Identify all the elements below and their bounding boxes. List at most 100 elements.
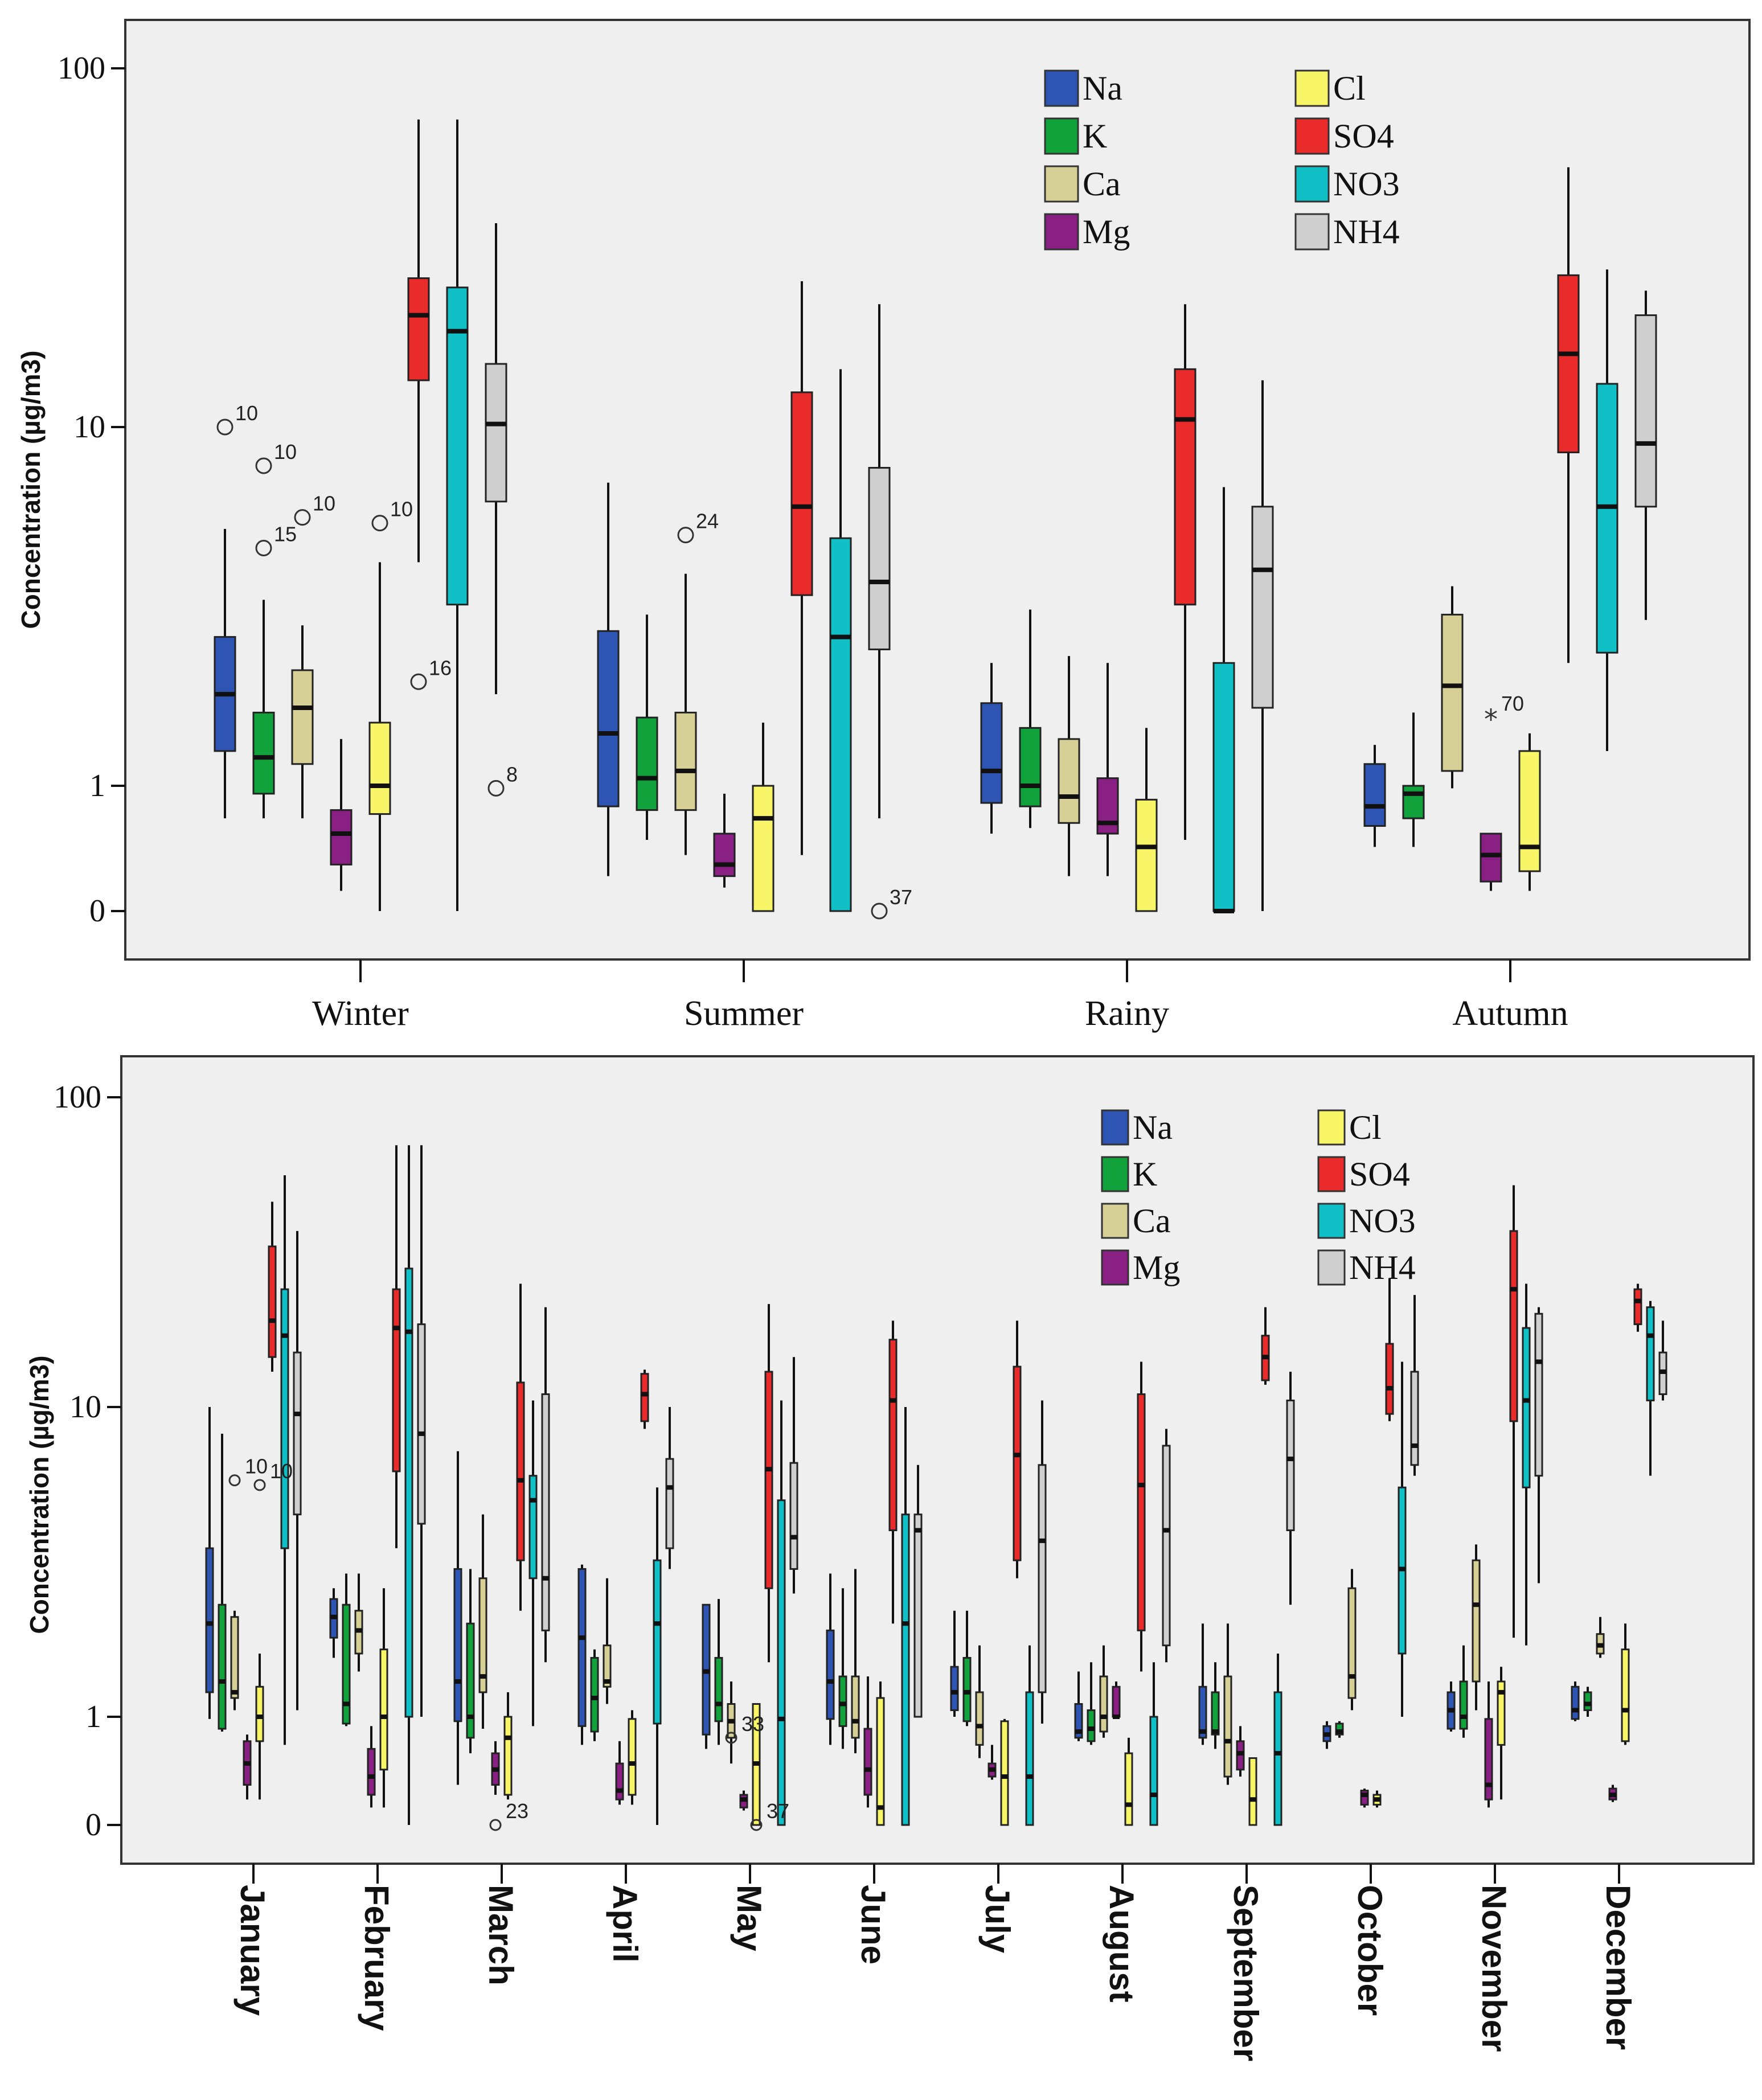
box-iqr [1534,1312,1543,1477]
box-iqr [714,1656,723,1722]
legend-item-na: Na [1044,69,1122,107]
box-so4-summer [790,281,813,855]
outlier-circle [294,509,311,526]
box-iqr [1211,1691,1220,1736]
box-cl-december [1621,1623,1630,1745]
legend-item-nh4: NH4 [1317,1249,1416,1286]
box-iqr [1223,1675,1232,1778]
legend-item-mg: Mg [1101,1249,1180,1286]
legend-label: NH4 [1349,1249,1416,1286]
outlier-circle [487,780,505,797]
box-mg-june [863,1676,872,1808]
box-mg-may [739,1790,748,1811]
legend-item-cl: Cl [1317,1109,1382,1146]
box-k-summer [636,614,658,840]
box-mg-rainy [1096,663,1119,876]
outlier-point: 10 [294,492,335,526]
legend-item-ca: Ca [1101,1202,1171,1240]
legend-item-nh4: NH4 [1294,213,1400,251]
legend-item-no3: NO3 [1294,165,1400,203]
box-so4-june [888,1320,898,1624]
legend-swatch [1317,1156,1346,1192]
x-tick-label: May [730,1885,768,1951]
box-nh4-march [541,1307,550,1663]
legend-label: NO3 [1349,1202,1416,1240]
box-iqr [367,1748,376,1796]
box-iqr [1634,314,1657,508]
box-iqr [485,363,507,503]
outlier-label: 23 [506,1799,528,1823]
box-iqr [1363,763,1386,827]
box-no3-february [404,1145,413,1825]
box-na-summer [597,482,620,876]
box-k-august [1087,1662,1096,1745]
box-k-july [962,1610,972,1726]
box-mg-september [1236,1726,1245,1777]
box-so4-winter [407,119,430,563]
box-iqr [838,1675,847,1727]
box-mg-december [1608,1785,1617,1802]
box-iqr [752,785,775,912]
box-cl-summer [752,723,775,912]
box-iqr [1583,1691,1592,1711]
box-mg-august [1112,1681,1121,1719]
box-iqr [1596,383,1618,654]
box-cl-august [1124,1737,1133,1826]
legend-swatch [1101,1109,1129,1146]
legend-label: Mg [1083,213,1130,251]
box-k-autumn [1402,712,1425,847]
box-iqr [1286,1399,1295,1531]
outlier-circle [677,527,694,544]
box-so4-august [1137,1361,1146,1672]
box-iqr [330,809,353,866]
box-iqr [1162,1445,1171,1647]
box-so4-march [516,1283,525,1611]
box-cl-september [1248,1757,1257,1826]
box-iqr [1621,1648,1630,1742]
legend-label: NH4 [1333,213,1400,251]
outlier-circle [255,539,272,556]
box-no3-july [1025,1645,1034,1826]
box-ca-august [1099,1645,1108,1738]
y-tick-label: 10 [73,409,105,445]
box-nh4-august [1162,1429,1171,1663]
box-k-january [218,1433,227,1732]
box-iqr [876,1697,885,1826]
box-nh4-winter [485,223,507,695]
box-iqr [590,1656,599,1733]
box-iqr [1019,727,1042,807]
box-na-april [577,1564,587,1745]
legend-swatch [1294,69,1330,107]
box-iqr [453,1568,462,1722]
legend-item-k: K [1101,1155,1157,1193]
box-mg-winter [330,739,353,891]
box-iqr [665,1458,674,1549]
box-iqr [640,1373,649,1422]
box-iqr [975,1691,984,1746]
box-iqr [1385,1343,1394,1415]
box-na-january [205,1407,214,1719]
box-na-winter [214,528,236,819]
box-no3-autumn [1596,269,1618,751]
x-tick-label: March [482,1885,520,1986]
x-tick-label: Autumn [1452,994,1568,1033]
box-na-autumn [1363,745,1386,847]
outlier-label: 10 [313,492,335,515]
box-nh4-autumn [1634,290,1657,620]
box-iqr [1174,368,1196,606]
legend-item-ca: Ca [1044,165,1121,203]
box-iqr [1484,1718,1493,1800]
box-so4-april [640,1369,649,1429]
box-k-october [1335,1721,1344,1738]
box-mg-summer [713,793,736,888]
box-iqr [541,1393,550,1631]
box-mg-october [1360,1789,1369,1808]
legend-item-mg: Mg [1044,213,1130,251]
box-k-rainy [1019,609,1042,828]
box-ca-december [1596,1617,1605,1658]
box-iqr [1137,1393,1146,1631]
outlier-label: 33 [741,1712,764,1736]
legend-swatch [1101,1203,1129,1239]
box-ca-november [1472,1544,1481,1711]
box-iqr [868,467,891,650]
